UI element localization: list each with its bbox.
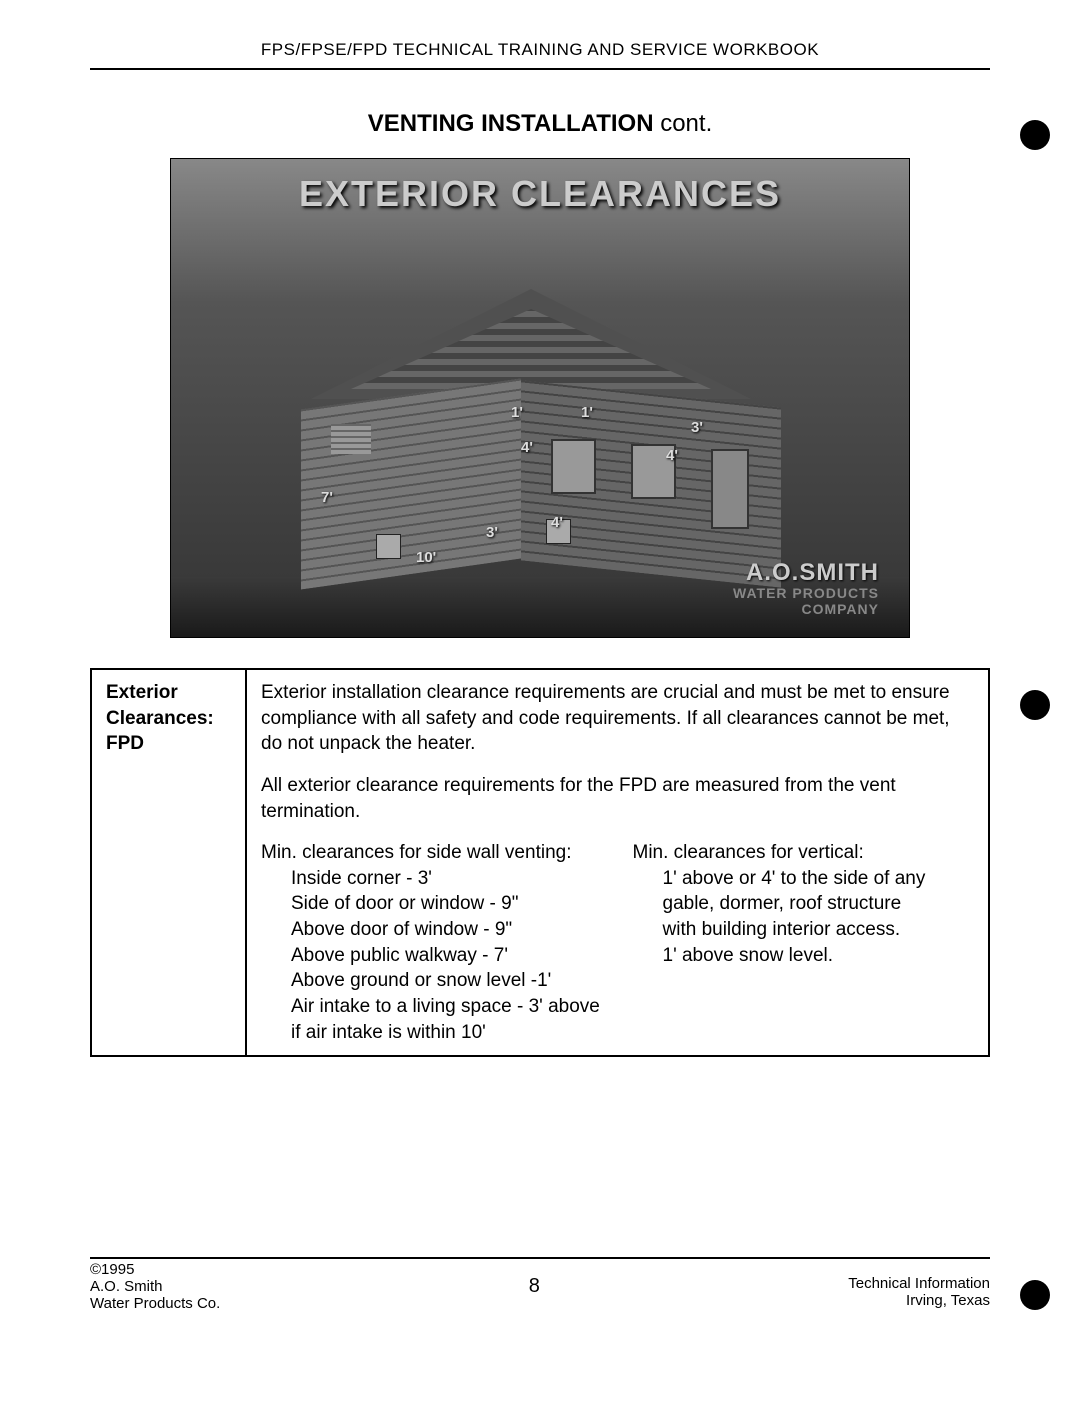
- side-vent: [331, 424, 371, 454]
- punch-hole: [1020, 690, 1050, 720]
- footer-division: Water Products Co.: [90, 1295, 220, 1312]
- label-line: Exterior: [106, 682, 178, 703]
- copyright: ©1995: [90, 1261, 134, 1278]
- diagram-title: EXTERIOR CLEARANCES: [171, 173, 909, 215]
- brand-sub-line: WATER PRODUCTS: [733, 585, 879, 601]
- dim-label: 1': [511, 404, 523, 421]
- clearance-item: with building interior access.: [633, 917, 975, 943]
- dim-label: 3': [691, 419, 703, 436]
- page-footer: ©1995 A.O. Smith Water Products Co. 8 Te…: [90, 1259, 990, 1312]
- side-wall-clearances: Min. clearances for side wall venting: I…: [261, 840, 603, 1045]
- table-body-cell: Exterior installation clearance requirem…: [246, 669, 989, 1056]
- clearance-item: Air intake to a living space - 3' above …: [261, 994, 603, 1045]
- dim-label: 3': [486, 524, 498, 541]
- section-title: VENTING INSTALLATION cont.: [90, 110, 990, 138]
- clearance-item: gable, dormer, roof structure: [633, 891, 975, 917]
- window: [551, 439, 596, 494]
- wall-left: [301, 379, 521, 590]
- clearance-item: 1' above or 4' to the side of any: [633, 866, 975, 892]
- footer-left: ©1995 A.O. Smith Water Products Co.: [90, 1261, 220, 1312]
- header-rule: [90, 68, 990, 70]
- brand-sub-line: COMPANY: [801, 601, 879, 617]
- page-number: 8: [529, 1261, 540, 1298]
- table-label-cell: Exterior Clearances: FPD: [91, 669, 246, 1056]
- door: [711, 449, 749, 529]
- punch-hole: [1020, 1280, 1050, 1310]
- page-header: FPS/FPSE/FPD TECHNICAL TRAINING AND SERV…: [90, 40, 990, 60]
- body-para: Exterior installation clearance requirem…: [261, 680, 974, 757]
- label-line: Clearances:: [106, 708, 214, 729]
- exterior-clearances-diagram: EXTERIOR CLEARANCES 1' 1' 4' 4' 3' 7' 3'…: [170, 158, 910, 638]
- footer-right-line: Technical Information: [848, 1275, 990, 1292]
- label-line: FPD: [106, 733, 144, 754]
- brand-subtitle: WATER PRODUCTS COMPANY: [733, 586, 879, 617]
- col-head: Min. clearances for side wall venting:: [261, 840, 603, 866]
- dim-label: 4': [666, 447, 678, 464]
- vent-terminal: [376, 534, 401, 559]
- brand-logo: A.O.SMITH: [746, 559, 879, 587]
- dim-label: 1': [581, 404, 593, 421]
- punch-hole: [1020, 120, 1050, 150]
- dim-label: 4': [551, 514, 563, 531]
- body-para: All exterior clearance requirements for …: [261, 773, 974, 824]
- vertical-clearances: Min. clearances for vertical: 1' above o…: [633, 840, 975, 1045]
- clearances-table: Exterior Clearances: FPD Exterior instal…: [90, 668, 990, 1057]
- clearance-item: 1' above snow level.: [633, 943, 975, 969]
- clearance-item: Above door of window - 9": [261, 917, 603, 943]
- section-title-suffix: cont.: [660, 110, 712, 137]
- dim-label: 7': [321, 489, 333, 506]
- section-title-main: VENTING INSTALLATION: [368, 110, 654, 137]
- dim-label: 10': [416, 549, 436, 566]
- clearance-item: Inside corner - 3': [261, 866, 603, 892]
- clearance-columns: Min. clearances for side wall venting: I…: [261, 840, 974, 1045]
- col-head: Min. clearances for vertical:: [633, 840, 975, 866]
- footer-right: Technical Information Irving, Texas: [848, 1261, 990, 1309]
- clearance-item: Above ground or snow level -1': [261, 968, 603, 994]
- clearance-item: Above public walkway - 7': [261, 943, 603, 969]
- footer-company: A.O. Smith: [90, 1278, 163, 1295]
- dim-label: 4': [521, 439, 533, 456]
- house-illustration: 1' 1' 4' 4' 3' 7' 3' 4' 10': [251, 289, 811, 609]
- footer-right-line: Irving, Texas: [906, 1292, 990, 1309]
- clearance-item: Side of door or window - 9": [261, 891, 603, 917]
